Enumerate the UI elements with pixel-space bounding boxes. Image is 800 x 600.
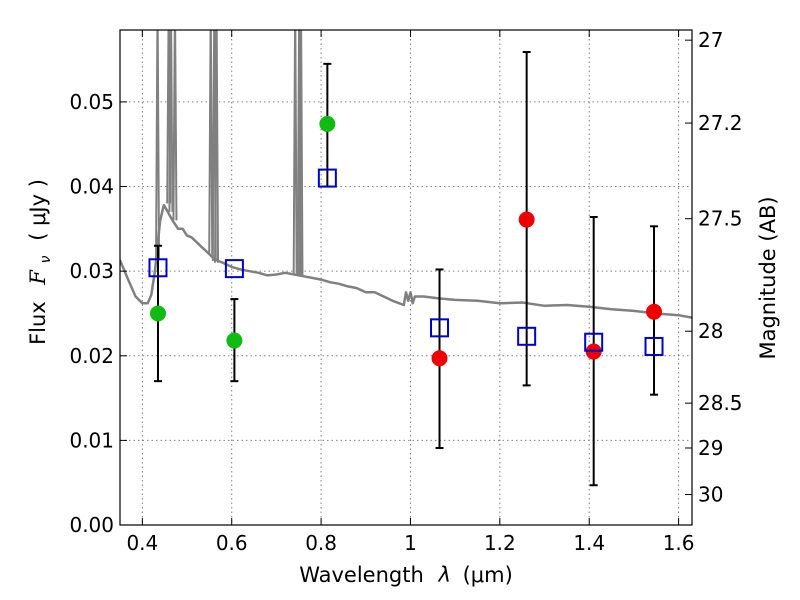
y-axis-label-subscript: ν bbox=[38, 255, 54, 263]
x-tick-label: 0.4 bbox=[126, 531, 158, 555]
model-point bbox=[517, 326, 537, 346]
observed-points-layer bbox=[149, 115, 663, 367]
y-tick-label: 0.00 bbox=[69, 513, 114, 537]
y2-tick-label: 30 bbox=[698, 483, 723, 507]
y2-tick-label: 29 bbox=[698, 436, 723, 460]
y-tick-label: 0.02 bbox=[69, 344, 114, 368]
y-axis-label-unit: ( μJy ) bbox=[26, 179, 50, 241]
y-tick-label: 0.01 bbox=[69, 428, 114, 452]
model-point bbox=[584, 332, 604, 352]
x-axis-label-unit: (μm) bbox=[463, 563, 513, 587]
y2-tick-label: 27.5 bbox=[698, 207, 743, 231]
x-tick-label: 1.6 bbox=[663, 531, 695, 555]
plot-frame bbox=[119, 29, 693, 526]
emission-line bbox=[155, 30, 161, 259]
y-tick-label: 0.04 bbox=[69, 175, 114, 199]
model-spectrum-line bbox=[120, 203, 692, 319]
observed-point bbox=[149, 305, 166, 322]
emission-line bbox=[168, 30, 174, 212]
y-axis-label-text: Flux bbox=[26, 301, 50, 345]
model-points-layer bbox=[148, 168, 664, 356]
x-axis-label-lambda: λ bbox=[437, 563, 450, 587]
axis-ticks: 0.4 0.6 0.8 1 1.2 1.4 1.6 0.00 0.01 0.02 0.03 0.04 0… bbox=[69, 28, 742, 555]
observed-point bbox=[518, 211, 535, 228]
y-tick-label: 0.03 bbox=[69, 259, 114, 283]
grid-lines bbox=[120, 30, 692, 526]
observed-point bbox=[431, 350, 448, 367]
spectrum-layer bbox=[120, 30, 692, 319]
y-tick-label: 0.05 bbox=[69, 90, 114, 114]
y2-tick-label: 28 bbox=[698, 319, 723, 343]
x-tick-label: 1.2 bbox=[484, 531, 516, 555]
emission-line bbox=[208, 30, 214, 255]
x-tick-label: 1 bbox=[404, 531, 417, 555]
x-tick-label: 0.8 bbox=[305, 531, 337, 555]
model-point bbox=[148, 258, 168, 278]
emission-line bbox=[298, 30, 304, 277]
model-point bbox=[317, 168, 337, 188]
x-axis-label-text: Wavelength bbox=[299, 563, 424, 587]
emission-line bbox=[292, 30, 298, 275]
x-tick-label: 1.4 bbox=[573, 531, 605, 555]
y2-tick-label: 27 bbox=[698, 28, 723, 52]
model-point bbox=[224, 259, 244, 279]
model-point bbox=[644, 336, 664, 356]
emission-line bbox=[172, 30, 178, 221]
observed-point bbox=[646, 303, 663, 320]
y-axis-label-symbol: F bbox=[26, 269, 50, 286]
errorbar-layer bbox=[153, 51, 659, 487]
x-tick-label: 0.6 bbox=[216, 531, 248, 555]
x-axis-label: Wavelength λ (μm) bbox=[299, 563, 513, 587]
y-axis-label: Flux F ν ( μJy ) bbox=[26, 179, 55, 345]
model-point bbox=[430, 318, 450, 338]
observed-point bbox=[226, 332, 243, 349]
observed-point bbox=[319, 115, 336, 132]
y2-axis-label: Magnitude (AB) bbox=[756, 196, 780, 359]
y2-tick-label: 28.5 bbox=[698, 391, 743, 415]
y2-tick-label: 27.2 bbox=[698, 111, 743, 135]
emission-line bbox=[214, 30, 220, 263]
